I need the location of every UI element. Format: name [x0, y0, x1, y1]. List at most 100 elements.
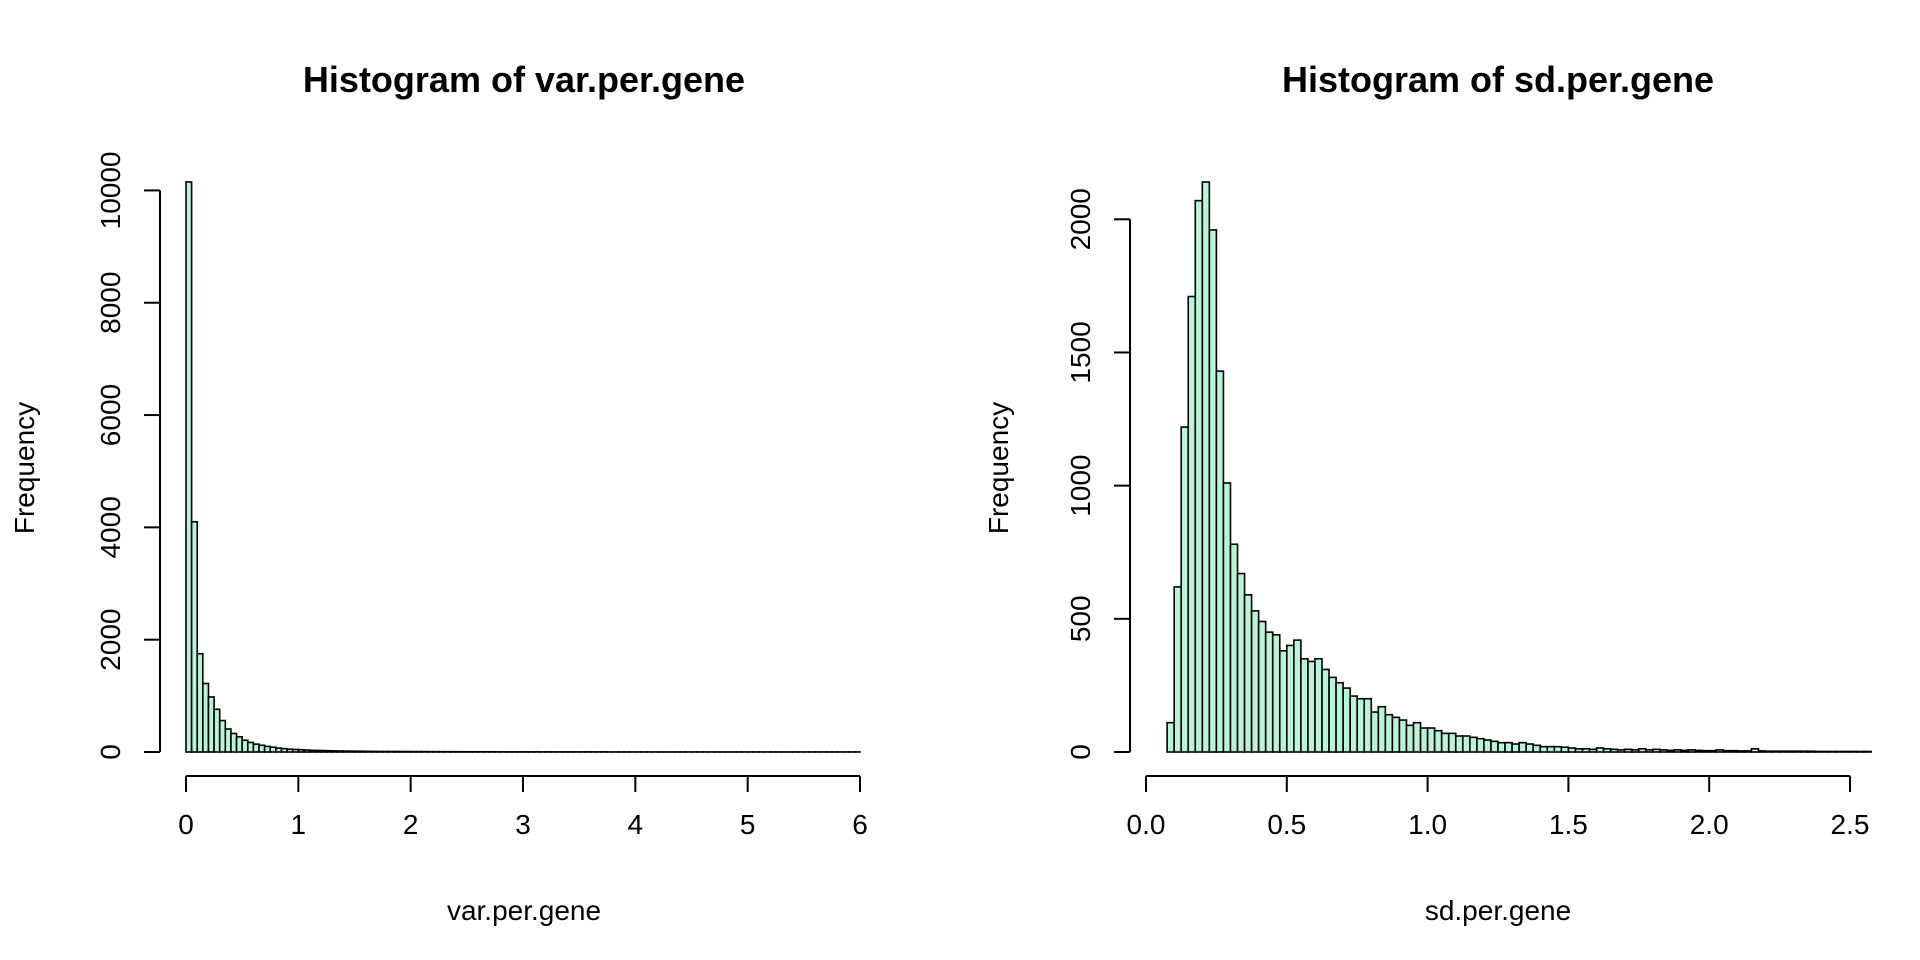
histogram-bar: [1694, 749, 1703, 753]
histogram-bar: [1412, 721, 1422, 753]
histogram-bar: [319, 749, 328, 753]
histogram-bar: [364, 750, 373, 753]
histogram-bar: [1518, 741, 1527, 753]
histogram-bar: [280, 747, 288, 753]
histogram-bar: [1208, 229, 1218, 753]
histogram-bar: [213, 708, 221, 753]
histogram-bar: [359, 750, 367, 753]
x-tick-label: 1: [291, 809, 307, 840]
histogram-bar: [1835, 750, 1844, 753]
x-axis-label: sd.per.gene: [1425, 895, 1571, 926]
histogram-bar: [230, 732, 238, 753]
histogram-bar: [1652, 748, 1661, 753]
histogram-bar: [1370, 711, 1380, 753]
histogram-bar: [1849, 750, 1858, 753]
x-axis-label: var.per.gene: [447, 895, 601, 926]
histogram-bar: [207, 696, 215, 753]
histogram-bar: [308, 749, 316, 753]
histogram-bar: [286, 748, 294, 753]
histogram-bar: [275, 747, 283, 753]
histogram-bar: [1328, 676, 1337, 753]
histogram-bar: [1307, 660, 1316, 753]
histogram-bar: [1483, 739, 1492, 753]
histogram-bar: [1377, 705, 1387, 753]
histogram-bar: [1546, 745, 1556, 753]
x-tick-label: 6: [852, 809, 868, 840]
histogram-bar: [1314, 657, 1323, 753]
histogram-bar: [387, 750, 395, 753]
histogram-bar: [1771, 750, 1781, 753]
x-axis: 0.0 0.5 1.0 1.5 2.0 2.5: [1127, 775, 1870, 840]
histogram-bar: [1680, 749, 1689, 753]
y-tick-label: 1000: [1065, 454, 1096, 516]
histogram-bar: [1173, 586, 1183, 753]
y-axis-label: Frequency: [9, 402, 40, 534]
histogram-bar: [297, 748, 305, 753]
histogram-bar: [1687, 749, 1696, 753]
histogram-bar: [1194, 199, 1204, 753]
histogram-bar: [235, 736, 243, 753]
y-tick-label: 0: [95, 744, 126, 760]
y-axis-label: Frequency: [983, 402, 1014, 534]
histogram-bar: [1806, 750, 1816, 753]
y-axis: 0 500 1000 1500 2000: [1065, 188, 1131, 760]
y-tick-label: 0: [1065, 744, 1096, 760]
histogram-bar: [1799, 750, 1809, 753]
y-tick-label: 500: [1065, 595, 1096, 642]
histogram-bar: [1497, 741, 1506, 753]
histogram-bar: [1708, 749, 1718, 753]
histogram-bar: [1750, 747, 1760, 753]
x-tick-label: 2.5: [1831, 809, 1870, 840]
histogram-bar: [1222, 482, 1232, 753]
histogram-bar: [381, 750, 389, 753]
histogram-bar: [1363, 697, 1373, 753]
histogram-bar: [370, 750, 378, 753]
x-tick-label: 1.0: [1408, 809, 1447, 840]
histogram-bar: [1433, 729, 1443, 753]
histogram-bar: [1476, 737, 1485, 753]
histogram-bar: [224, 728, 232, 753]
histogram-bar: [1673, 749, 1682, 753]
histogram-bar: [1398, 719, 1408, 753]
bars: [185, 181, 861, 753]
x-tick-label: 2.0: [1690, 809, 1729, 840]
y-axis: 0 2000 4000 6000 8000 10000: [95, 151, 161, 760]
histogram-bar: [1187, 295, 1197, 753]
histogram-bar: [1469, 736, 1478, 753]
histogram-bar: [246, 741, 255, 753]
histogram-bar: [252, 743, 260, 753]
histogram-bar: [1623, 748, 1633, 753]
histogram-bar: [1588, 748, 1598, 753]
x-tick-label: 0.0: [1127, 809, 1166, 840]
histogram-bar: [1349, 695, 1359, 753]
y-tick-label: 10000: [95, 151, 126, 229]
histogram-bar: [1743, 750, 1753, 753]
histogram-bar: [1757, 750, 1767, 753]
histogram-bar: [218, 719, 227, 753]
histogram-bar: [1271, 633, 1281, 753]
histogram-bar: [1511, 743, 1520, 753]
histogram-bar: [1236, 572, 1246, 753]
histogram-bar: [1454, 735, 1464, 753]
x-tick-label: 1.5: [1549, 809, 1588, 840]
histogram-bar: [1342, 687, 1351, 753]
histogram-bar: [1856, 750, 1865, 753]
y-tick-label: 1500: [1065, 321, 1096, 383]
histogram-bar: [314, 749, 322, 753]
histogram-bar: [1722, 749, 1732, 753]
histogram-bar: [1426, 727, 1436, 753]
histogram-bar: [1264, 631, 1274, 753]
histogram-bar: [1391, 716, 1401, 753]
y-tick-label: 2000: [95, 609, 126, 671]
histogram-bar: [241, 739, 249, 753]
histogram-bar: [1560, 746, 1570, 753]
x-tick-label: 0.5: [1267, 809, 1306, 840]
y-tick-label: 6000: [95, 384, 126, 446]
histogram-bar: [1729, 749, 1739, 753]
histogram-bar: [1863, 750, 1872, 753]
histogram-bar: [1828, 750, 1837, 753]
histogram-bar: [1166, 721, 1175, 753]
histogram-bar: [1257, 620, 1267, 753]
histogram-bar: [1553, 745, 1563, 753]
